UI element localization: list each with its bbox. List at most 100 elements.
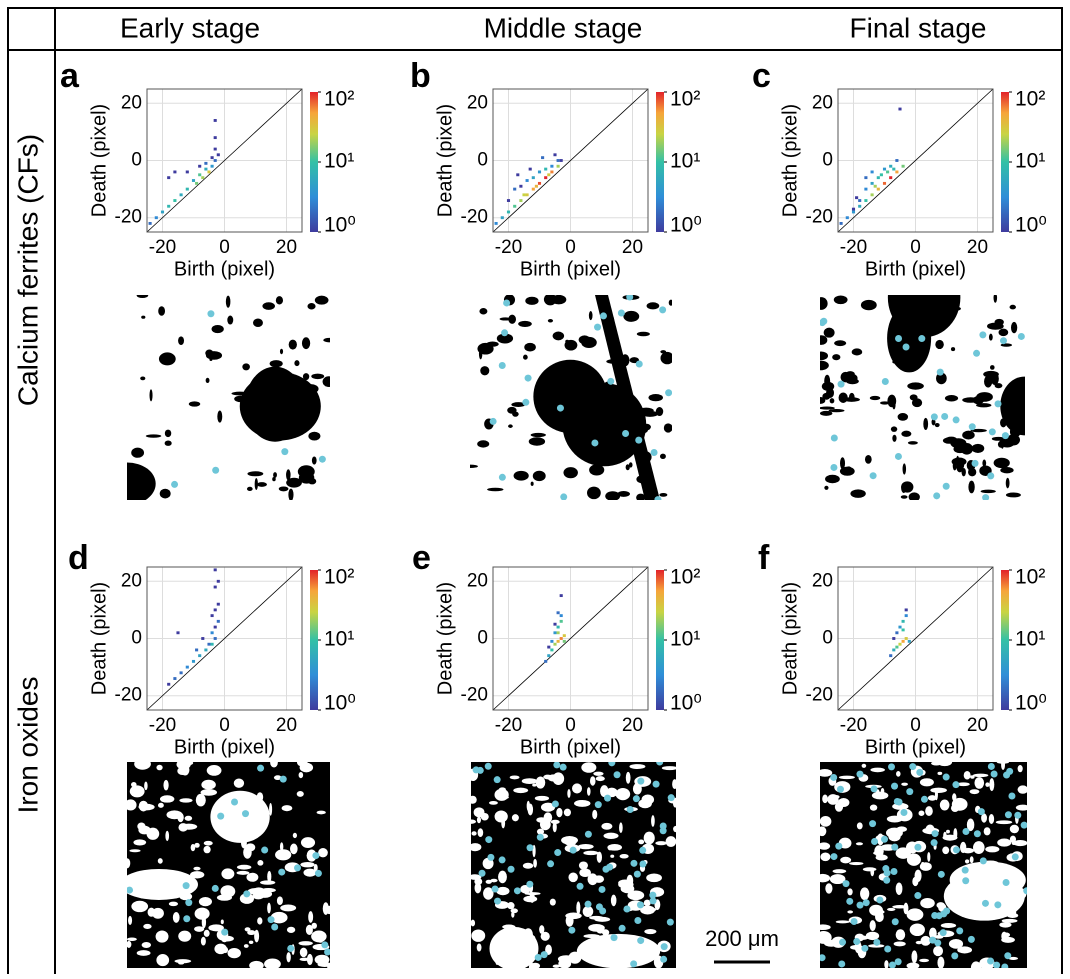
blob [970, 961, 982, 968]
blob [625, 771, 631, 784]
colorbar-tick-label: 10⁰ [324, 214, 356, 237]
blob [314, 295, 329, 305]
histogram-cell [516, 173, 520, 177]
blob [273, 472, 277, 478]
blob [925, 806, 933, 816]
colorbar-tick-label: 10⁰ [670, 692, 702, 715]
histogram-cell [559, 614, 563, 618]
marker-dot [318, 455, 326, 463]
y-tick-label: -20 [806, 685, 833, 706]
colorbar-tick-label: 10² [1015, 566, 1045, 589]
blob [598, 380, 602, 386]
marker-dot [870, 785, 878, 793]
marker-dot [839, 938, 847, 946]
histogram-cell [195, 181, 199, 185]
marker-dot [622, 430, 630, 438]
blob [205, 349, 214, 357]
blob [820, 826, 827, 837]
marker-dot [599, 312, 607, 320]
colorbar-tick-label: 10¹ [670, 628, 700, 651]
blob [927, 795, 937, 801]
blob [869, 804, 878, 811]
blob [1000, 376, 1025, 436]
blob [995, 820, 1013, 825]
marker-dot [660, 955, 668, 963]
marker-dot [902, 343, 910, 351]
histogram-cell [519, 199, 523, 202]
x-axis-label: Birth (pixel) [865, 736, 966, 758]
blob [953, 445, 967, 454]
marker-dot [856, 901, 864, 909]
blob [1009, 824, 1020, 834]
histogram-cell [882, 167, 887, 171]
blob [530, 432, 546, 438]
marker-dot [990, 770, 998, 778]
panel-letter: d [68, 539, 89, 577]
histogram-cell [904, 614, 908, 618]
histogram-cell [870, 193, 874, 197]
blob [543, 812, 553, 823]
blob [1001, 931, 1008, 941]
blob [927, 851, 931, 862]
marker-dot [869, 820, 877, 828]
blob [257, 860, 264, 866]
blob [832, 354, 841, 361]
blob [177, 812, 184, 823]
marker-dot [526, 844, 534, 852]
blob [668, 299, 672, 306]
marker-dot [314, 869, 322, 877]
blob [325, 905, 330, 915]
blob [576, 901, 581, 915]
blob [568, 872, 578, 883]
marker-dot [498, 856, 506, 864]
blob [952, 461, 957, 471]
marker-dot [660, 943, 668, 951]
blob [476, 816, 482, 824]
blob [134, 762, 151, 770]
blob [976, 865, 988, 870]
marker-dot [312, 852, 320, 860]
histogram-cell [506, 210, 511, 214]
blob [194, 926, 205, 932]
marker-dot [1017, 332, 1025, 340]
blob [648, 394, 663, 402]
marker-dot [1004, 952, 1012, 960]
blob [262, 302, 275, 310]
blob [643, 831, 655, 845]
blob [895, 882, 903, 896]
blob [617, 450, 628, 462]
blob [522, 862, 534, 869]
histogram-cell [213, 159, 217, 162]
x-tick-label: -20 [495, 237, 522, 258]
marker-dot [934, 939, 942, 947]
blob [900, 329, 904, 335]
blob [909, 923, 925, 937]
blob [823, 327, 835, 338]
blob [533, 858, 537, 868]
blob [958, 867, 962, 877]
marker-dot [837, 380, 845, 388]
histogram-cell [544, 167, 548, 171]
blob [984, 375, 993, 388]
histogram-cell [895, 631, 899, 635]
blob [487, 487, 504, 492]
x-tick-label: 20 [276, 237, 297, 258]
blob [931, 295, 941, 302]
blob [820, 768, 833, 777]
axes-box [837, 88, 994, 233]
marker-dot [584, 900, 592, 908]
blob [820, 873, 831, 883]
marker-dot [639, 860, 647, 868]
histogram-cell [904, 637, 908, 640]
blob [140, 376, 146, 381]
blob [257, 917, 263, 925]
blob [141, 941, 152, 948]
micrograph [471, 762, 676, 968]
blob [998, 328, 1009, 337]
blob [820, 842, 831, 850]
marker-dot [491, 885, 499, 893]
marker-dot [973, 830, 981, 838]
blob [530, 481, 534, 486]
x-tick-label: 0 [219, 237, 230, 258]
blob [252, 892, 265, 900]
